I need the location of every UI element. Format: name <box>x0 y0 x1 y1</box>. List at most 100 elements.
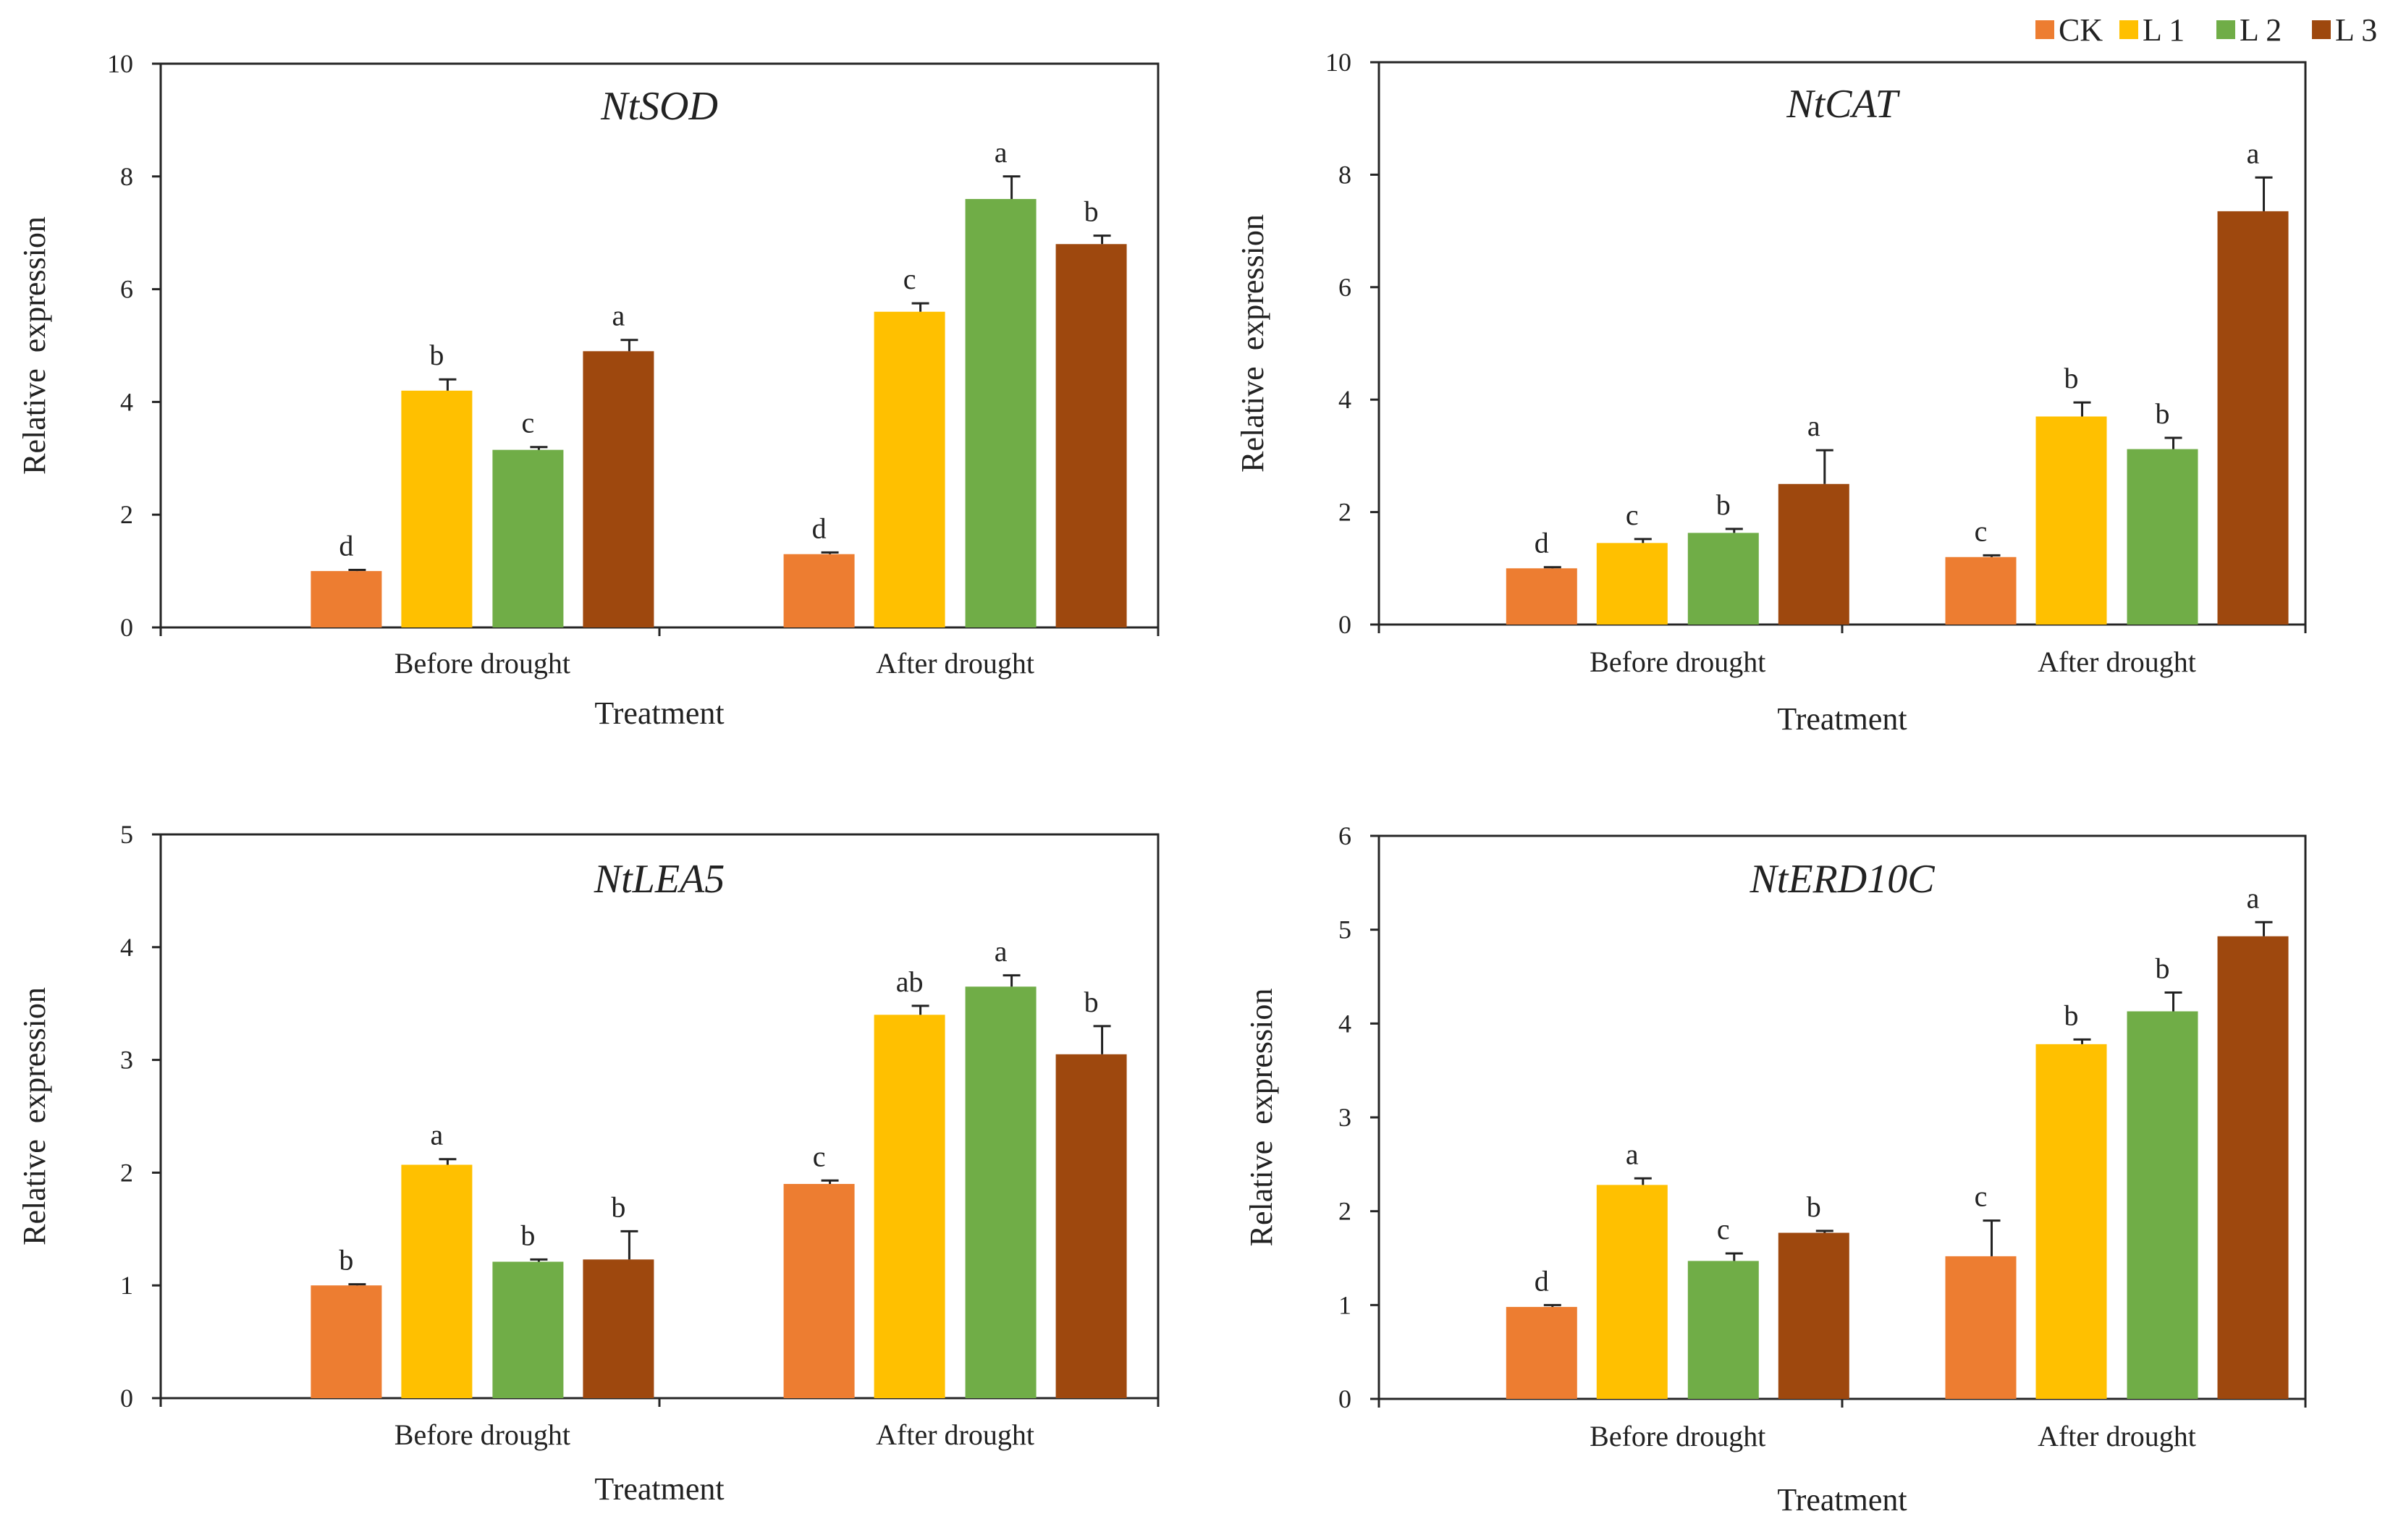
chart-panel-ntsod: 0 2 4 6 8 10 d b c a Before drought d c a b After droug… <box>17 49 1160 731</box>
y-tick-label: 3 <box>120 1046 133 1075</box>
significance-letter: a <box>995 935 1008 968</box>
significance-letter: c <box>903 263 916 295</box>
chart-panel-ntcat: 0 2 4 6 8 10 d c b a Before drought c b b a After droug… <box>1235 48 2307 737</box>
x-axis-title: Treatment <box>594 695 724 731</box>
significance-letter: ab <box>896 965 924 998</box>
legend-label: L 2 <box>2240 12 2282 48</box>
significance-letter: b <box>1716 488 1731 521</box>
significance-letter: b <box>1807 1190 1821 1223</box>
chart-title: NtERD10C <box>1749 857 1935 902</box>
legend-swatch-l1 <box>2119 20 2138 39</box>
bar-l1-before <box>401 1164 473 1398</box>
significance-letter: a <box>1626 1138 1639 1170</box>
bar-l3-before <box>583 1259 654 1398</box>
y-tick-label: 6 <box>120 275 133 304</box>
chart-title: NtSOD <box>600 84 718 129</box>
significance-letter: b <box>520 1219 535 1251</box>
chart-title: NtLEA5 <box>594 857 725 902</box>
y-tick-label: 0 <box>120 1384 133 1413</box>
significance-letter: d <box>339 530 353 562</box>
significance-letter: d <box>812 512 827 544</box>
bar-l2-after <box>965 198 1037 628</box>
y-tick-label: 8 <box>120 162 133 191</box>
significance-letter: b <box>611 1190 625 1223</box>
y-tick-label: 6 <box>1338 273 1351 302</box>
y-tick-label: 0 <box>120 613 133 642</box>
y-tick-label: 2 <box>120 1158 133 1187</box>
bar-l2-after <box>2127 449 2198 625</box>
y-tick-label: 4 <box>1338 1009 1351 1038</box>
significance-letter: a <box>995 136 1008 169</box>
y-tick-label: 4 <box>1338 385 1351 414</box>
significance-letter: b <box>2064 999 2079 1031</box>
y-tick-label: 4 <box>120 387 133 416</box>
x-category-label: Before drought <box>1590 646 1765 678</box>
y-tick-label: 3 <box>1338 1103 1351 1132</box>
bar-l3-before <box>1778 1232 1849 1399</box>
bar-ck-after <box>783 1183 855 1398</box>
y-tick-label: 0 <box>1338 610 1351 639</box>
y-axis-title: Relative expression <box>17 987 52 1245</box>
x-category-label: After drought <box>2038 1420 2196 1452</box>
significance-letter: a <box>2247 137 2260 169</box>
y-tick-label: 8 <box>1338 160 1351 189</box>
legend: CK L 1 L 2 L 3 <box>2035 12 2377 48</box>
significance-letter: c <box>1975 515 1988 547</box>
y-tick-label: 1 <box>1338 1290 1351 1319</box>
legend-swatch-l2 <box>2216 20 2235 39</box>
bar-l1-after <box>2035 1044 2107 1399</box>
x-category-label: Before drought <box>1590 1420 1765 1452</box>
bar-ck-after <box>783 554 855 627</box>
y-tick-label: 2 <box>120 500 133 529</box>
y-axis-title: Relative expression <box>17 216 52 475</box>
bar-l1-before <box>1596 1185 1668 1399</box>
y-tick-label: 2 <box>1338 1197 1351 1226</box>
significance-letter: b <box>2156 952 2170 985</box>
y-tick-label: 2 <box>1338 498 1351 527</box>
bar-l3-after <box>2217 936 2289 1399</box>
bar-l3-before <box>583 351 654 627</box>
significance-letter: c <box>1975 1180 1988 1213</box>
significance-letter: c <box>1717 1213 1730 1245</box>
y-tick-label: 10 <box>1325 48 1351 77</box>
bar-ck-before <box>1506 1306 1577 1399</box>
y-tick-label: 5 <box>120 820 133 849</box>
x-category-label: After drought <box>876 647 1034 680</box>
significance-letter: c <box>522 407 535 439</box>
y-tick-label: 6 <box>1338 821 1351 850</box>
bar-l1-before <box>401 390 473 627</box>
bar-l1-after <box>2035 416 2107 625</box>
bar-ck-before <box>1506 568 1577 625</box>
significance-letter: b <box>1084 195 1099 228</box>
significance-letter: d <box>1535 1264 1549 1297</box>
y-tick-label: 1 <box>120 1271 133 1300</box>
significance-letter: c <box>1626 499 1639 531</box>
x-axis-title: Treatment <box>1777 701 1907 737</box>
x-category-label: After drought <box>2038 646 2196 678</box>
x-category-label: Before drought <box>394 647 570 680</box>
bar-l2-before <box>1687 533 1759 625</box>
bar-l2-before <box>492 1261 564 1398</box>
bar-l1-after <box>874 1015 945 1398</box>
bar-l3-after <box>1055 1054 1127 1398</box>
significance-letter: a <box>431 1119 444 1151</box>
bar-ck-after <box>1945 557 2017 625</box>
bar-ck-after <box>1945 1256 2017 1399</box>
legend-label: L 3 <box>2335 12 2377 48</box>
legend-swatch-l3 <box>2312 20 2331 39</box>
legend-swatch-ck <box>2035 20 2054 39</box>
y-axis-title: Relative expression <box>1235 214 1270 473</box>
legend-label: L 1 <box>2143 12 2185 48</box>
bar-l2-after <box>965 986 1037 1398</box>
significance-letter: a <box>1807 410 1820 442</box>
chart-panel-nterd10c: 0 1 2 3 4 5 6 d a c b Before drought c b b a After droug… <box>1244 821 2307 1518</box>
bar-l2-before <box>492 449 564 627</box>
significance-letter: b <box>2064 362 2079 394</box>
x-axis-title: Treatment <box>1777 1482 1907 1518</box>
legend-label: CK <box>2059 12 2103 48</box>
y-tick-label: 10 <box>107 49 133 78</box>
bar-l1-after <box>874 311 945 627</box>
x-category-label: After drought <box>876 1418 1034 1451</box>
bar-l3-after <box>2217 211 2289 625</box>
significance-letter: c <box>813 1140 826 1172</box>
